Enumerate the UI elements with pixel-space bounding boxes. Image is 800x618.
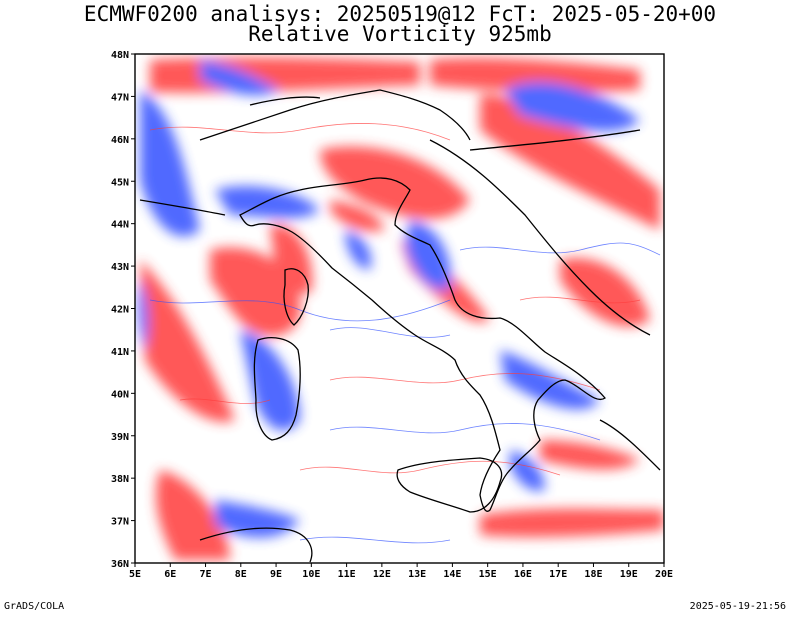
lon-tick-label: 17E — [549, 569, 567, 580]
lat-tick-label: 36N — [111, 559, 129, 570]
lon-tick-label: 12E — [373, 569, 391, 580]
lon-tick-label: 18E — [584, 569, 602, 580]
lon-tick-label: 7E — [200, 569, 212, 580]
lon-tick-label: 6E — [164, 569, 176, 580]
lon-tick-label: 10E — [302, 569, 320, 580]
lat-tick-label: 37N — [111, 517, 129, 528]
timestamp-label: 2025-05-19-21:56 — [689, 601, 786, 612]
lon-tick-label: 14E — [443, 569, 461, 580]
lat-tick-label: 47N — [111, 92, 129, 103]
lon-tick-label: 5E — [129, 569, 141, 580]
vorticity-field — [135, 54, 664, 563]
chart-subtitle: Relative Vorticity 925mb — [248, 22, 552, 46]
lat-tick-label: 42N — [111, 305, 129, 316]
lon-tick-label: 19E — [620, 569, 638, 580]
lon-tick-label: 8E — [235, 569, 247, 580]
lat-tick-label: 43N — [111, 262, 129, 273]
coastlines — [139, 89, 661, 563]
lat-tick-label: 38N — [111, 474, 129, 485]
latitude-axis: 48N 47N 46N 45N 44N 43N 42N 41N 40N 39N 38N 37N 36N — [111, 50, 135, 570]
lat-tick-label: 48N — [111, 50, 129, 61]
lon-tick-label: 15E — [479, 569, 497, 580]
credit-label: GrADS/COLA — [4, 601, 65, 612]
lat-tick-label: 44N — [111, 220, 129, 231]
lat-tick-label: 41N — [111, 347, 129, 358]
chart-title: ECMWF0200 analisys: 20250519@12 FcT: 202… — [83, 2, 717, 26]
lat-tick-label: 40N — [111, 389, 129, 400]
lon-tick-label: 13E — [408, 569, 426, 580]
lon-tick-label: 9E — [270, 569, 282, 580]
lon-tick-label: 16E — [514, 569, 532, 580]
lon-tick-label: 20E — [655, 569, 673, 580]
lon-tick-label: 11E — [338, 569, 356, 580]
longitude-axis: 5E 6E 7E 8E 9E 10E 11E 12E 13E 14E 15E 16E 17E 18E 19E… — [129, 563, 673, 580]
lat-tick-label: 46N — [111, 135, 129, 146]
lat-tick-label: 45N — [111, 177, 129, 188]
lat-tick-label: 39N — [111, 432, 129, 443]
